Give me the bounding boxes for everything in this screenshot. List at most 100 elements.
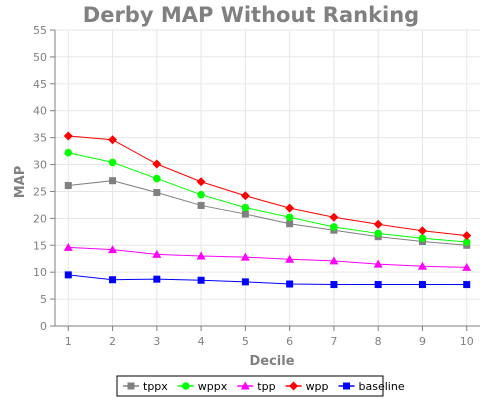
data-point-tppx: [241, 210, 249, 218]
data-point-baseline: [64, 271, 72, 279]
data-point-wppx: [197, 190, 205, 199]
data-point-baseline: [330, 281, 338, 289]
data-point-baseline: [418, 281, 426, 289]
data-point-baseline: [109, 276, 117, 284]
y-tick-label: 15: [33, 239, 47, 252]
y-tick-label: 35: [33, 132, 47, 145]
legend-item-tpp: tpp: [237, 380, 276, 393]
data-point-tppx: [197, 201, 205, 209]
y-tick-label: 45: [33, 78, 47, 91]
series-tpp: [63, 242, 472, 271]
data-point-baseline: [197, 276, 205, 284]
data-point-wpp: [108, 135, 118, 145]
legend-swatch-marker: [343, 382, 351, 390]
data-point-wppx: [153, 174, 161, 183]
data-point-wpp: [240, 191, 250, 201]
data-point-wpp: [196, 177, 206, 187]
legend-swatch-marker: [240, 381, 250, 390]
data-point-tpp: [462, 262, 472, 271]
data-point-tppx: [286, 220, 294, 228]
y-tick-label: 0: [40, 320, 47, 333]
data-point-tppx: [153, 189, 161, 197]
data-point-tppx: [109, 177, 117, 185]
chart-title: Derby MAP Without Ranking: [83, 3, 419, 27]
data-point-baseline: [463, 281, 471, 289]
legend-item-tppx: tppx: [123, 380, 168, 393]
data-point-wpp: [417, 226, 427, 236]
legend: tppx wppx tpp wpp baseline: [116, 375, 405, 397]
series-baseline: [64, 271, 471, 289]
y-tick-label: 30: [33, 159, 47, 172]
legend-label: tppx: [143, 380, 168, 393]
data-point-tpp: [240, 252, 250, 261]
series-tppx: [64, 177, 471, 249]
x-tick-label: 3: [153, 335, 160, 348]
data-point-tpp: [329, 256, 339, 265]
x-axis-label: Decile: [249, 354, 294, 369]
data-point-tpp: [285, 254, 295, 263]
y-tick-label: 10: [33, 266, 47, 279]
y-tick-label: 40: [33, 105, 47, 118]
y-tick-label: 25: [33, 185, 47, 198]
data-point-wppx: [108, 158, 117, 167]
legend-swatch-marker: [127, 382, 135, 390]
y-tick-label: 20: [33, 212, 47, 225]
legend-label: wppx: [198, 380, 228, 393]
data-point-wpp: [329, 212, 339, 222]
data-point-wpp: [285, 203, 295, 213]
x-tick-label: 2: [109, 335, 116, 348]
legend-label: baseline: [359, 380, 405, 393]
legend-item-wppx: wppx: [177, 380, 228, 393]
data-point-tppx: [64, 182, 72, 190]
data-point-tpp: [63, 242, 73, 251]
data-point-tpp: [152, 249, 162, 258]
series-wppx: [64, 148, 471, 246]
axes: [50, 29, 480, 331]
data-point-baseline: [241, 278, 249, 286]
data-point-wppx: [462, 238, 471, 246]
data-point-wppx: [241, 203, 250, 212]
y-tick-label: 5: [40, 293, 47, 306]
data-point-tpp: [373, 259, 383, 268]
x-tick-label: 1: [65, 335, 72, 348]
data-point-wppx: [285, 213, 294, 222]
x-tick-label: 6: [286, 335, 293, 348]
data-point-baseline: [153, 275, 161, 283]
y-tick-label: 50: [33, 51, 47, 64]
x-tick-label: 10: [460, 335, 474, 348]
data-point-wpp: [63, 131, 73, 141]
data-point-wppx: [64, 148, 73, 157]
y-axis-label: MAP: [13, 166, 28, 199]
legend-swatch-marker: [289, 381, 299, 391]
y-tick-label: 55: [33, 24, 47, 37]
legend-swatch-marker: [181, 382, 190, 390]
series-wpp: [63, 131, 472, 241]
data-point-wppx: [374, 229, 382, 238]
x-tick-label: 8: [375, 335, 382, 348]
data-point-tpp: [108, 245, 118, 254]
x-tick-label: 9: [419, 335, 426, 348]
series-line-baseline: [68, 274, 467, 286]
data-point-wpp: [373, 219, 383, 229]
series-layer: [63, 131, 472, 289]
data-point-wpp: [152, 159, 162, 169]
data-point-tpp: [196, 251, 206, 260]
legend-label: wpp: [306, 380, 329, 393]
data-point-tpp: [417, 261, 427, 270]
series-line-tppx: [68, 180, 467, 246]
grid-lines: [55, 29, 480, 327]
data-point-baseline: [374, 281, 382, 289]
data-point-wpp: [462, 231, 472, 241]
data-point-baseline: [286, 280, 294, 288]
data-point-wppx: [330, 223, 338, 231]
x-tick-label: 7: [330, 335, 337, 348]
x-tick-label: 4: [198, 335, 205, 348]
series-line-tpp: [68, 246, 467, 268]
series-line-wppx: [68, 152, 467, 243]
legend-item-baseline: baseline: [338, 380, 405, 393]
legend-item-wpp: wpp: [285, 380, 329, 393]
legend-label: tpp: [257, 380, 275, 393]
series-line-wpp: [68, 135, 467, 237]
